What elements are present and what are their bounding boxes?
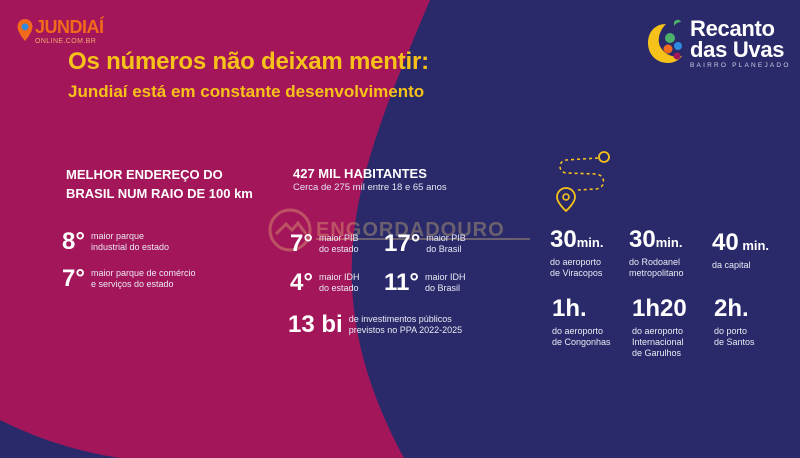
time-value: 1h20 [632, 295, 687, 322]
stat-rank: 11° [384, 269, 419, 296]
time-desc-line: do Rodoanel [629, 257, 681, 267]
route-map-icon [556, 151, 610, 212]
stat-rank: 7° [290, 230, 313, 257]
stat-industrial-park: 8° maior parque industrial do estado [62, 228, 169, 256]
stat-idh-state: 4° maior IDH do estado [290, 269, 359, 297]
stat-desc-line: maior parque [90, 231, 144, 241]
map-pin-icon [17, 19, 33, 41]
stat-desc-line: do estado [318, 283, 359, 293]
time-value: 2h. [714, 295, 749, 322]
time-value: 40 [712, 229, 739, 256]
time-congonhas: 1h. do aeroporto de Congonhas [552, 295, 611, 348]
page-subtitle: Jundiaí está em constante desenvolviment… [68, 82, 425, 101]
left-headline: MELHOR ENDEREÇO DO BRASIL NUM RAIO DE 10… [66, 167, 253, 201]
time-unit: min. [655, 235, 683, 250]
stat-rank: 17° [384, 230, 421, 257]
time-desc-line: do aeroporto [550, 257, 602, 267]
grape-people-icon [648, 19, 682, 63]
stat-desc-line: do estado [318, 244, 359, 254]
time-desc-line: do aeroporto [632, 326, 684, 336]
time-capital: 40 min. da capital [712, 229, 769, 271]
watermark-text: ENGORDADOURO [316, 218, 505, 241]
stat-desc-line: do Brasil [426, 244, 462, 254]
stat-pib-state: 7° maior PIB do estado [290, 230, 359, 258]
stat-public-investment: 13 bi de investimentos públicos previsto… [288, 311, 462, 339]
time-value: 30 [550, 226, 577, 253]
time-desc-line: de Garulhos [632, 348, 682, 358]
page-title: Os números não deixam mentir: [68, 48, 429, 75]
stat-desc-line: previstos no PPA 2022-2025 [348, 325, 463, 335]
brand-line1: Recanto [690, 16, 775, 41]
time-desc-line: de Santos [714, 337, 755, 347]
stat-desc-line: maior parque de comércio [90, 268, 196, 278]
time-desc-line: de Congonhas [552, 337, 611, 347]
time-guarulhos: 1h20 do aeroporto Internacional de Garul… [632, 295, 687, 359]
stat-desc-line: e serviços do estado [90, 279, 174, 289]
time-value: 30 [629, 226, 656, 253]
jundiai-online-logo[interactable]: JUNDIAÍ ONLINE.COM.BR [16, 18, 104, 45]
time-santos: 2h. do porto de Santos [714, 295, 755, 348]
time-desc-line: do aeroporto [552, 326, 604, 336]
stat-rank: 4° [290, 269, 313, 296]
time-desc-line: Internacional [632, 337, 684, 347]
stat-desc-line: de investimentos públicos [348, 314, 452, 324]
stat-desc-line: maior PIB [426, 233, 466, 243]
time-value: 1h. [552, 295, 587, 322]
time-desc-line: de Viracopos [550, 268, 603, 278]
middle-subheadline: Cerca de 275 mil entre 18 e 65 anos [293, 182, 447, 193]
stat-commerce-park: 7° maior parque de comércio e serviços d… [62, 265, 196, 293]
time-desc-line: do porto [714, 326, 748, 336]
stat-desc-line: do Brasil [424, 283, 460, 293]
time-unit: min. [738, 238, 770, 253]
stat-desc-line: maior IDH [424, 272, 466, 282]
brand-tagline: BAIRRO PLANEJADO [690, 62, 791, 69]
brand-line2: das Uvas [690, 37, 785, 62]
time-desc-line: da capital [712, 260, 751, 270]
middle-headline: 427 MIL HABITANTES [293, 166, 427, 181]
watermark-line [316, 238, 530, 240]
stat-desc-line: industrial do estado [90, 242, 170, 252]
recanto-das-uvas-logo: Recanto das Uvas BAIRRO PLANEJADO [646, 18, 791, 70]
time-viracopos: 30min. do aeroporto de Viracopos [550, 226, 603, 279]
watermark: ENGORDADOURO [268, 208, 530, 252]
investment-value: 13 bi [288, 311, 343, 338]
time-rodoanel: 30min. do Rodoanel metropolitano [629, 226, 684, 279]
stat-pib-brazil: 17° maior PIB do Brasil [384, 230, 466, 258]
site-logo-sub: ONLINE.COM.BR [35, 38, 97, 45]
stat-desc-line: maior IDH [318, 272, 360, 282]
time-desc-line: metropolitano [629, 268, 684, 278]
stat-rank: 7° [62, 265, 85, 292]
site-logo-name: JUNDIAÍ [35, 17, 104, 37]
stat-rank: 8° [62, 228, 85, 255]
time-unit: min. [576, 235, 604, 250]
stat-idh-brazil: 11° maior IDH do Brasil [384, 269, 465, 297]
watermark-logo-icon [268, 208, 312, 252]
stat-desc-line: maior PIB [318, 233, 359, 243]
